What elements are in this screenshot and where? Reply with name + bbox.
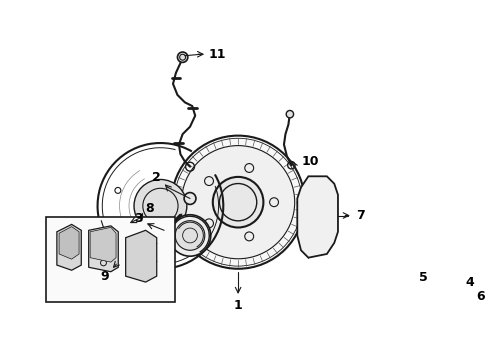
Circle shape — [181, 145, 294, 259]
Text: 6: 6 — [476, 290, 485, 303]
Circle shape — [413, 235, 433, 256]
Polygon shape — [59, 226, 79, 259]
Circle shape — [172, 136, 305, 269]
Text: 3: 3 — [134, 212, 143, 225]
Circle shape — [465, 245, 490, 278]
Polygon shape — [57, 224, 81, 270]
Circle shape — [134, 180, 187, 232]
Circle shape — [432, 240, 459, 267]
Circle shape — [175, 221, 205, 250]
Circle shape — [174, 138, 302, 266]
Circle shape — [170, 215, 211, 256]
Circle shape — [184, 193, 196, 204]
Polygon shape — [125, 230, 157, 282]
Circle shape — [177, 52, 188, 62]
Text: 4: 4 — [466, 276, 474, 289]
Polygon shape — [89, 226, 118, 272]
Text: 10: 10 — [302, 155, 319, 168]
Text: 7: 7 — [357, 209, 365, 222]
Text: 11: 11 — [209, 48, 226, 61]
Text: 1: 1 — [234, 299, 243, 312]
Circle shape — [286, 111, 294, 118]
Polygon shape — [297, 176, 338, 258]
Circle shape — [213, 177, 264, 228]
Text: 2: 2 — [152, 171, 161, 184]
Text: 9: 9 — [100, 270, 109, 283]
Text: 8: 8 — [145, 202, 154, 215]
Text: 5: 5 — [418, 271, 427, 284]
Polygon shape — [90, 228, 116, 262]
Bar — [46, 217, 175, 302]
